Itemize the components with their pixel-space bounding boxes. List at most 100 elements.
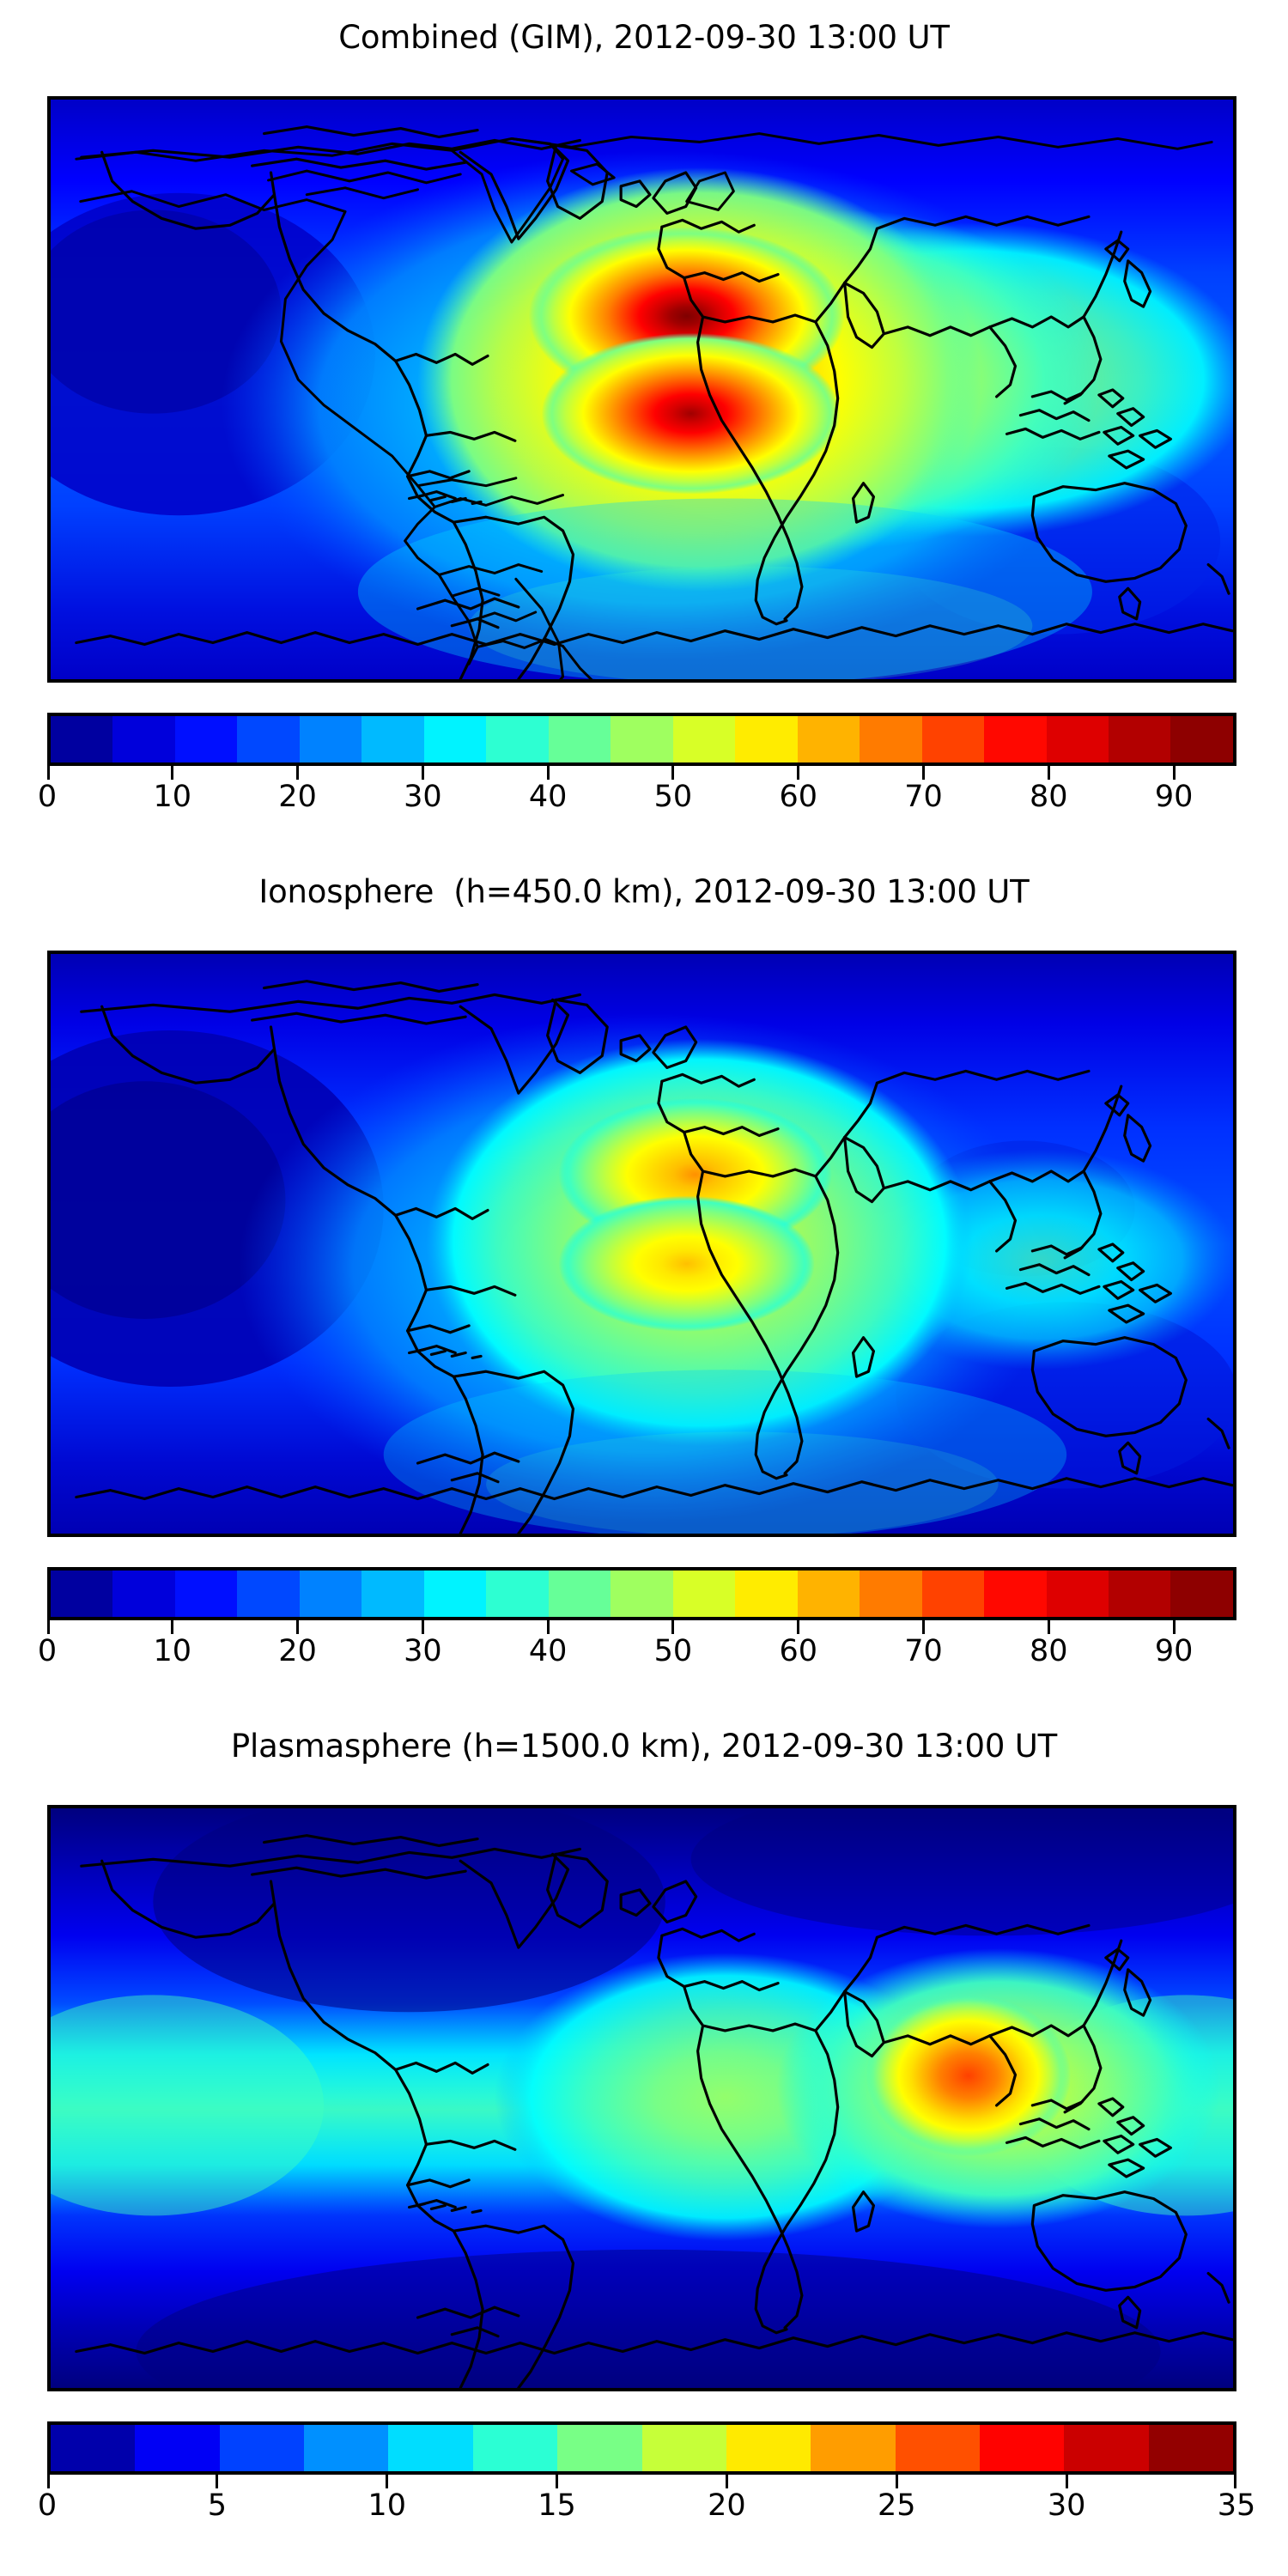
colorbar-tick <box>895 2475 898 2488</box>
colorbar-band <box>1046 1571 1109 1617</box>
colorbar-tick <box>1047 766 1050 780</box>
colorbar-tick <box>797 1620 800 1634</box>
colorbar-tick-label: 70 <box>904 1634 943 1668</box>
colorbar-tick-label: 30 <box>404 1634 442 1668</box>
colorbar-ticks-plasmasphere <box>47 2475 1236 2488</box>
panel-combined-gim: Combined (GIM), 2012-09-30 13:00 UT <box>0 0 1288 867</box>
colorbar-band <box>112 716 175 762</box>
colorbar-band <box>299 1571 362 1617</box>
colorbar-ionosphere: 0 10 20 30 40 50 60 70 80 90 <box>38 1567 1236 1674</box>
colorbar-band <box>557 2425 642 2471</box>
panel-title-ionosphere: Ionosphere (h=450.0 km), 2012-09-30 13:0… <box>258 873 1030 910</box>
colorbar-tick <box>556 2475 559 2488</box>
colorbar-tick <box>421 766 424 780</box>
colorbar-tick <box>386 2475 389 2488</box>
colorbar-tick-label: 30 <box>404 780 442 814</box>
colorbar-band <box>51 1571 113 1617</box>
colorbar-tick <box>216 2475 219 2488</box>
colorbar-tick <box>922 766 926 780</box>
colorbar-labels-combined-gim: 0 10 20 30 40 50 60 70 80 90 <box>38 780 1236 819</box>
colorbar-tick <box>546 766 550 780</box>
colorbar-band <box>299 716 362 762</box>
colorbar-tick <box>671 1620 675 1634</box>
colorbar-band <box>1108 716 1171 762</box>
map-axes-ionosphere <box>47 951 1236 1537</box>
colorbar-tick-label: 10 <box>153 1634 192 1668</box>
colorbar-band <box>860 1571 922 1617</box>
colorbar-band <box>51 2425 136 2471</box>
colorbar-tick-label: 80 <box>1030 1634 1068 1668</box>
colorbar-tick-label: 5 <box>207 2488 227 2523</box>
colorbar-band <box>984 1571 1047 1617</box>
colorbar-tick <box>47 766 50 780</box>
coastline-detail-combined-gim <box>51 100 1233 679</box>
colorbar-band <box>611 1571 673 1617</box>
colorbar-band <box>797 1571 860 1617</box>
colorbar-band <box>51 716 113 762</box>
coastline-overlay-ionosphere <box>51 954 1233 1534</box>
colorbar-band <box>174 1571 238 1617</box>
colorbar-band <box>486 1571 549 1617</box>
colorbar-band <box>1046 716 1109 762</box>
colorbar-tick-label: 20 <box>278 780 317 814</box>
colorbar-labels-plasmasphere: 0 5 10 15 20 25 30 35 <box>38 2488 1255 2528</box>
colorbar-band <box>1170 716 1233 762</box>
colorbar-tick <box>47 1620 50 1634</box>
colorbar-band <box>237 1571 300 1617</box>
colorbar-band <box>1170 1571 1233 1617</box>
colorbar-ticks-combined-gim <box>47 766 1236 780</box>
colorbar-tick <box>1065 2475 1068 2488</box>
colorbar-band <box>361 716 424 762</box>
colorbar-band <box>548 1571 611 1617</box>
colorbar-tick-label: 25 <box>878 2488 916 2523</box>
colorbar-tick-label: 0 <box>37 2488 58 2523</box>
colorbar-tick <box>1172 1620 1176 1634</box>
colorbar-band <box>423 1571 487 1617</box>
colorbar-band <box>304 2425 389 2471</box>
colorbar-band <box>641 2425 726 2471</box>
colorbar-tick-label: 40 <box>528 780 568 814</box>
colorbar-tick-label: 70 <box>904 780 943 814</box>
colorbar-band <box>735 1571 798 1617</box>
colorbar-band <box>388 2425 473 2471</box>
colorbar-gradient-combined-gim <box>47 713 1236 766</box>
colorbar-tick-label: 20 <box>278 1634 317 1668</box>
colorbar-tick <box>1047 1620 1050 1634</box>
colorbar-plasmasphere: 0 5 10 15 20 25 30 35 <box>38 2421 1255 2528</box>
colorbar-tick-label: 15 <box>538 2488 576 2523</box>
colorbar-tick-label: 10 <box>153 780 192 814</box>
colorbar-tick-label: 10 <box>368 2488 406 2523</box>
panel-plasmasphere: Plasmasphere (h=1500.0 km), 2012-09-30 1… <box>0 1709 1288 2576</box>
colorbar-tick <box>421 1620 424 1634</box>
colorbar-tick-label: 80 <box>1030 780 1068 814</box>
colorbar-tick <box>171 1620 174 1634</box>
colorbar-tick-label: 60 <box>779 1634 818 1668</box>
colorbar-tick <box>922 1620 926 1634</box>
colorbar-band <box>486 716 549 762</box>
colorbar-tick-label: 30 <box>1047 2488 1086 2523</box>
colorbar-band <box>1148 2425 1234 2471</box>
colorbar-tick-label: 40 <box>528 1634 568 1668</box>
colorbar-band <box>895 2425 980 2471</box>
colorbar-tick-label: 60 <box>779 780 818 814</box>
colorbar-tick <box>725 2475 728 2488</box>
colorbar-band <box>548 716 611 762</box>
colorbar-band <box>1108 1571 1171 1617</box>
tec-field-combined-gim <box>51 100 1233 679</box>
colorbar-band <box>860 716 922 762</box>
colorbar-tick-label: 50 <box>653 1634 693 1668</box>
colorbar-tick <box>1172 766 1176 780</box>
colorbar-tick <box>1234 2475 1236 2488</box>
colorbar-band <box>921 1571 985 1617</box>
colorbar-band <box>611 716 673 762</box>
colorbar-tick-label: 20 <box>708 2488 746 2523</box>
colorbar-band <box>135 2425 220 2471</box>
colorbar-tick <box>47 2475 50 2488</box>
colorbar-tick-label: 90 <box>1154 1634 1194 1668</box>
colorbar-tick-label: 90 <box>1154 780 1194 814</box>
colorbar-band <box>112 1571 175 1617</box>
coastline-overlay-plasmasphere <box>51 1808 1233 2388</box>
colorbar-ticks-ionosphere <box>47 1620 1236 1634</box>
colorbar-band <box>921 716 985 762</box>
